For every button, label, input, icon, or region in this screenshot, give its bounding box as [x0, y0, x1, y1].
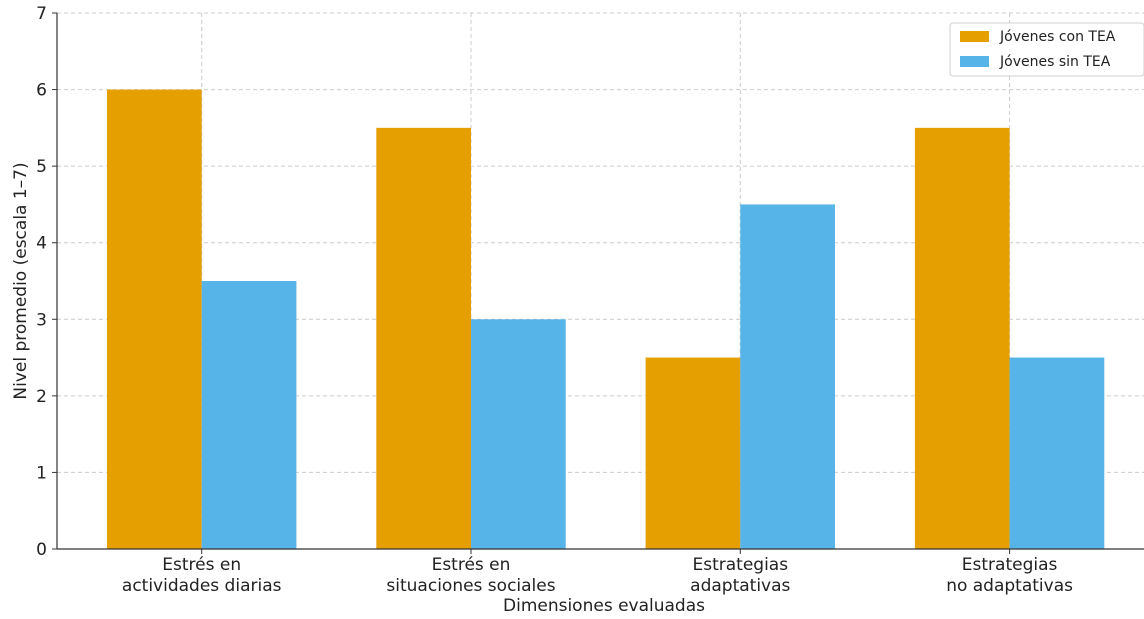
- bar: [1009, 357, 1105, 549]
- x-tick-label: actividades diarias: [122, 576, 282, 596]
- bar: [471, 319, 566, 549]
- x-tick-label: Estrategias: [693, 555, 789, 575]
- x-axis-title: Dimensiones evaluadas: [503, 596, 705, 616]
- bar: [914, 127, 1010, 549]
- x-tick-label: no adaptativas: [946, 576, 1073, 596]
- legend-swatch: [960, 56, 989, 67]
- bar: [201, 281, 297, 549]
- y-tick-label: 2: [36, 387, 47, 407]
- y-tick-label: 3: [36, 310, 47, 330]
- y-tick-label: 4: [36, 234, 47, 254]
- x-tick-label: Estrategias: [962, 555, 1058, 575]
- bar: [645, 357, 741, 549]
- bar: [376, 127, 471, 549]
- legend: Jóvenes con TEA Jóvenes sin TEA: [949, 22, 1144, 77]
- x-tick-label: Estrés en: [432, 555, 511, 575]
- y-axis-title: Nivel promedio (escala 1–7): [11, 162, 31, 399]
- bar: [107, 89, 202, 550]
- bar: [740, 204, 835, 549]
- y-tick-label: 1: [36, 463, 47, 483]
- y-tick-label: 6: [36, 81, 47, 101]
- x-tick-label: adaptativas: [690, 576, 790, 596]
- y-tick-label: 0: [36, 540, 47, 560]
- y-tick-label: 7: [36, 4, 47, 24]
- x-tick-label: situaciones sociales: [386, 576, 555, 596]
- axes: [56, 13, 1144, 550]
- legend-frame: [949, 22, 1144, 77]
- legend-swatch: [960, 31, 989, 42]
- legend-label: Jóvenes sin TEA: [999, 54, 1111, 70]
- y-tick-label: 5: [36, 157, 47, 177]
- bars: [107, 89, 1105, 550]
- x-tick-label: Estrés en: [162, 555, 241, 575]
- y-ticks: 0 1 2 3 4 5 6 7: [36, 4, 57, 560]
- legend-label: Jóvenes con TEA: [999, 29, 1116, 45]
